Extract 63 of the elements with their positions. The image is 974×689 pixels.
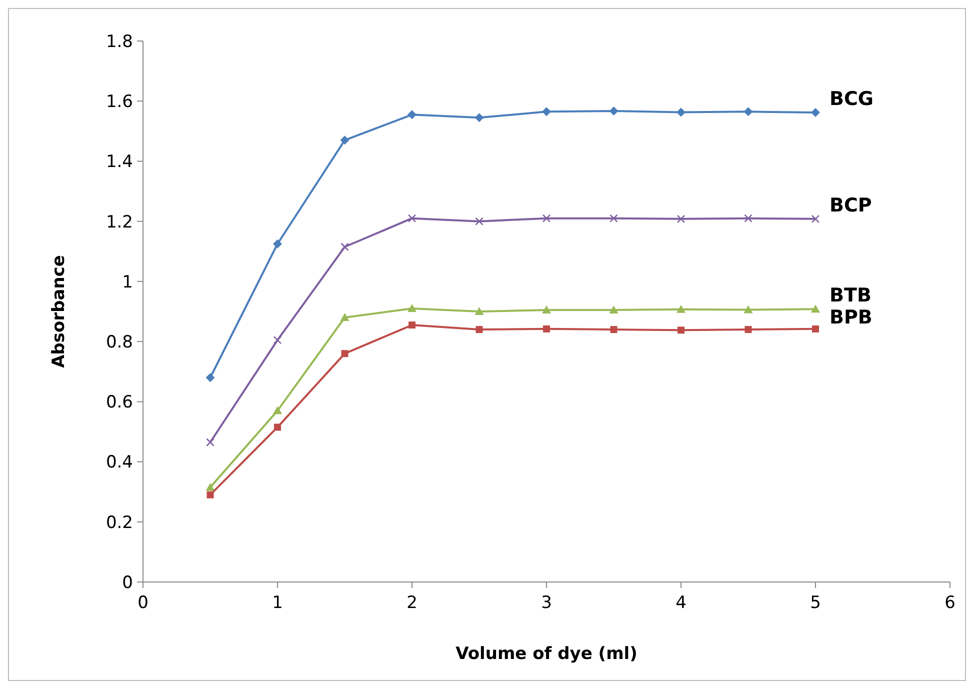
point <box>408 110 416 120</box>
y-tick-label: 1.2 <box>106 212 133 232</box>
series-label: BCP <box>830 194 872 217</box>
point <box>543 325 550 332</box>
point <box>676 108 686 117</box>
x-tick-label: 4 <box>676 593 686 613</box>
point <box>542 214 551 222</box>
point <box>542 107 551 116</box>
point <box>610 214 618 222</box>
x-tick-label: 1 <box>272 593 283 613</box>
point <box>609 106 618 116</box>
point <box>811 214 820 224</box>
point <box>678 326 684 334</box>
point <box>811 108 820 118</box>
series-label: BCG <box>830 88 874 110</box>
point <box>476 326 483 334</box>
point <box>676 214 686 224</box>
point <box>475 217 484 226</box>
point <box>273 406 282 414</box>
point <box>206 491 214 498</box>
point <box>610 326 618 334</box>
y-tick-label: 1.8 <box>106 32 133 52</box>
point <box>274 424 281 431</box>
point <box>744 107 753 116</box>
y-tick-label: 1.6 <box>106 92 133 112</box>
series-label: BPB <box>830 306 872 329</box>
point <box>744 326 752 334</box>
point <box>206 438 214 446</box>
y-tick-label: 0.2 <box>106 512 133 533</box>
x-tick-label: 6 <box>944 593 956 613</box>
point <box>340 242 349 252</box>
y-tick-label: 1 <box>122 272 133 292</box>
y-tick-label: 0.6 <box>106 392 133 413</box>
point <box>474 113 484 122</box>
point <box>206 482 215 491</box>
x-axis-title: Volume of dye (ml) <box>456 644 638 664</box>
point <box>341 350 348 358</box>
point <box>408 322 416 329</box>
point <box>542 305 551 314</box>
point <box>812 325 819 332</box>
point <box>408 304 416 312</box>
series-label: BTB <box>830 284 872 307</box>
point <box>340 313 350 322</box>
point <box>676 304 686 313</box>
x-tick-label: 0 <box>138 593 148 613</box>
y-axis-title: Absorbance <box>49 255 69 368</box>
point <box>408 214 416 222</box>
y-tick-label: 0.4 <box>106 452 133 473</box>
point <box>273 336 282 344</box>
x-tick-label: 2 <box>406 593 418 613</box>
y-tick-label: 0.8 <box>106 332 133 353</box>
y-tick-label: 1.4 <box>106 152 133 172</box>
x-tick-label: 3 <box>541 593 552 613</box>
point <box>811 304 820 313</box>
point <box>273 239 282 248</box>
point <box>474 307 484 315</box>
point <box>744 214 752 222</box>
point <box>609 305 618 314</box>
point <box>744 305 753 314</box>
x-tick-label: 5 <box>810 593 821 613</box>
point <box>206 373 215 382</box>
point <box>340 136 350 145</box>
y-tick-label: 0 <box>122 572 133 593</box>
